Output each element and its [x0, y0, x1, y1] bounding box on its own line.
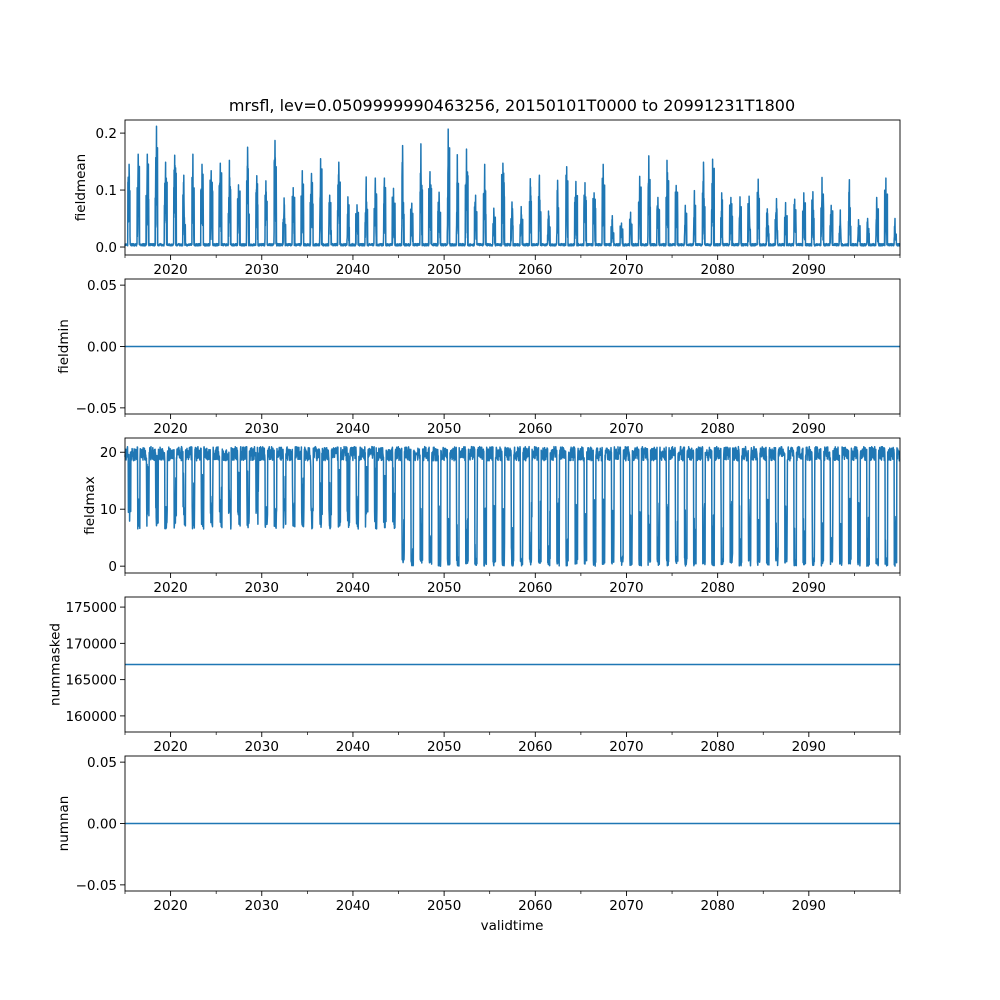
x-tick-label: 2090	[792, 580, 826, 596]
panel-numnan: 2020 2030 2040 2050 2060 2070 2080 2090 0.05 0.00…	[56, 755, 901, 914]
x-tick-label: 2060	[518, 580, 552, 596]
x-tick-label: 2080	[700, 262, 734, 278]
x-tick-label: 2090	[792, 421, 826, 437]
y-tick-label: 0.1	[96, 183, 117, 199]
x-tick-label: 2030	[245, 739, 279, 755]
x-tick-label: 2040	[336, 739, 370, 755]
x-tick-label: 2050	[427, 898, 461, 914]
y-tick-label: 0.2	[96, 126, 117, 142]
x-tick-label: 2020	[153, 739, 187, 755]
x-tick-label: 2070	[609, 262, 643, 278]
x-tick-label: 2030	[245, 421, 279, 437]
x-tick-label: 2070	[609, 898, 643, 914]
y-tick-label: −0.05	[76, 401, 117, 417]
x-tick-label: 2050	[427, 262, 461, 278]
x-tick-label: 2020	[153, 580, 187, 596]
y-tick-label: 0.00	[87, 340, 117, 356]
x-tick-label: 2040	[336, 580, 370, 596]
panel-fieldmax: 2020 2030 2040 2050 2060 2070 2080 2090 0 10 20fie…	[82, 437, 901, 596]
x-tick-label: 2020	[153, 898, 187, 914]
fieldmean-axes-frame	[124, 119, 901, 256]
panel-fieldmin: 2020 2030 2040 2050 2060 2070 2080 2090 0.05 0.00…	[56, 278, 901, 437]
chart-title: mrsfl, lev=0.0509999990463256, 20150101T…	[229, 96, 795, 115]
x-axis-label: validtime	[481, 918, 544, 934]
x-tick-label: 2030	[245, 262, 279, 278]
y-axis-label-fieldmax: fieldmax	[82, 476, 98, 535]
x-tick-label: 2030	[245, 898, 279, 914]
y-tick-label: 165000	[65, 673, 117, 689]
x-tick-label: 2050	[427, 739, 461, 755]
x-tick-label: 2080	[700, 898, 734, 914]
y-tick-label: 20	[100, 445, 117, 461]
y-tick-label: 0.05	[87, 755, 117, 771]
x-tick-label: 2080	[700, 739, 734, 755]
y-axis-label-nummasked: nummasked	[47, 623, 63, 706]
panel-nummasked: 2020 2030 2040 2050 2060 2070 2080 2090 175000 17…	[47, 596, 901, 755]
x-tick-label: 2040	[336, 421, 370, 437]
fieldmean-series-line	[124, 125, 901, 247]
x-tick-label: 2080	[700, 421, 734, 437]
y-axis-label-numnan: numnan	[56, 796, 72, 852]
y-tick-label: 170000	[65, 636, 117, 652]
x-tick-label: 2070	[609, 739, 643, 755]
y-tick-label: 175000	[65, 600, 117, 616]
y-tick-label: 0.00	[87, 817, 117, 833]
y-axis-label-fieldmin: fieldmin	[56, 319, 72, 374]
x-tick-label: 2070	[609, 580, 643, 596]
y-axis-label-fieldmean: fieldmean	[73, 154, 89, 221]
y-tick-label: 0	[108, 559, 117, 575]
x-tick-label: 2050	[427, 421, 461, 437]
x-tick-label: 2090	[792, 262, 826, 278]
x-tick-label: 2020	[153, 421, 187, 437]
x-tick-label: 2030	[245, 580, 279, 596]
y-tick-label: 0.0	[96, 240, 117, 256]
x-tick-label: 2040	[336, 262, 370, 278]
x-tick-label: 2090	[792, 898, 826, 914]
x-tick-label: 2080	[700, 580, 734, 596]
x-tick-label: 2060	[518, 739, 552, 755]
panel-fieldmean: 2020 2030 2040 2050 2060 2070 2080 2090 0.0 0.1 0.…	[73, 119, 901, 278]
x-tick-label: 2020	[153, 262, 187, 278]
x-tick-label: 2050	[427, 580, 461, 596]
x-tick-label: 2060	[518, 898, 552, 914]
y-tick-label: 10	[100, 502, 117, 518]
x-tick-label: 2070	[609, 421, 643, 437]
fieldmax-series-line	[124, 445, 901, 567]
y-tick-label: 0.05	[87, 278, 117, 294]
x-tick-label: 2060	[518, 421, 552, 437]
y-tick-label: 160000	[65, 709, 117, 725]
fieldmax-axes-frame	[124, 437, 901, 574]
x-tick-label: 2060	[518, 262, 552, 278]
y-tick-label: −0.05	[76, 878, 117, 894]
x-tick-label: 2090	[792, 739, 826, 755]
x-tick-label: 2040	[336, 898, 370, 914]
nummasked-axes-frame	[124, 596, 901, 733]
